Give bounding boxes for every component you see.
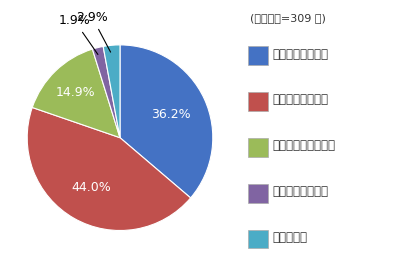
Wedge shape (120, 45, 213, 198)
Text: すこし悪くなった: すこし悪くなった (272, 185, 328, 198)
Text: 1.9%: 1.9% (59, 14, 98, 55)
Wedge shape (92, 46, 120, 138)
Wedge shape (27, 107, 191, 231)
Text: 36.2%: 36.2% (151, 108, 190, 121)
Text: とてもよくなった: とてもよくなった (272, 48, 328, 60)
Text: すこしよくなった: すこしよくなった (272, 93, 328, 106)
Wedge shape (32, 49, 120, 138)
Text: 悪くなった: 悪くなった (272, 231, 307, 244)
Text: どちらともいえない: どちらともいえない (272, 139, 335, 152)
Text: 44.0%: 44.0% (72, 181, 112, 194)
Text: 14.9%: 14.9% (56, 86, 96, 99)
Wedge shape (103, 45, 120, 138)
Text: (回答者数=309 名): (回答者数=309 名) (250, 14, 326, 23)
Text: 2.9%: 2.9% (76, 11, 110, 52)
